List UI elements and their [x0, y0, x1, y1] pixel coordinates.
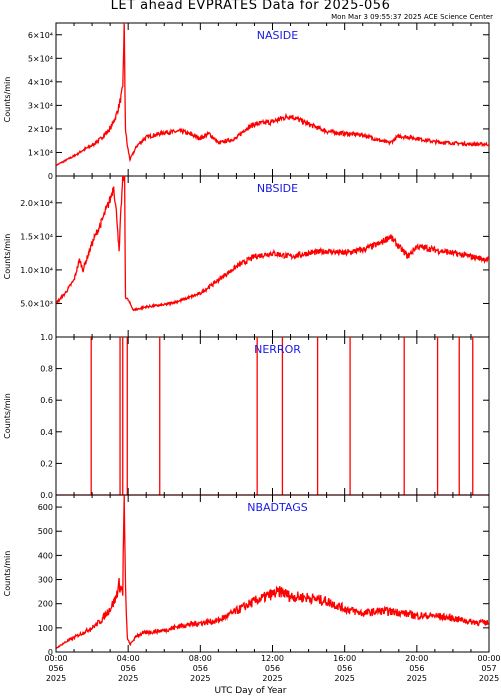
naside-ytick-label: 2×10⁴ — [28, 125, 53, 134]
nerror-ytick-label: 1.0 — [40, 333, 53, 342]
naside-ytick-label: 6×10⁴ — [28, 31, 53, 40]
nerror-ytick-label: 0.8 — [40, 365, 53, 374]
naside-ytick-label: 1×10⁴ — [28, 148, 53, 157]
xtick-label: 2025 — [46, 674, 66, 683]
xtick-label: 2025 — [190, 674, 210, 683]
nbadtags-ytick-label: 500 — [38, 527, 53, 536]
nbadtags-ytick-label: 0 — [48, 648, 53, 657]
xtick-label: 2025 — [262, 674, 282, 683]
xtick-label: 056 — [48, 664, 63, 673]
xtick-label: 04:00 — [117, 654, 140, 663]
naside-ytick-label: 3×10⁴ — [28, 101, 53, 110]
naside-ytick-label: 4×10⁴ — [28, 78, 53, 87]
nerror-frame — [55, 336, 490, 496]
nbside-ytick-label: 1.0×10⁴ — [20, 266, 53, 275]
nbadtags-frame — [55, 494, 490, 653]
nerror-panel-title: NERROR — [254, 343, 301, 356]
xtick-label: 2025 — [334, 674, 354, 683]
nerror-ytick-label: 0.2 — [40, 459, 53, 468]
x-axis-label: UTC Day of Year — [214, 686, 287, 696]
nbadtags-ytick-label: 200 — [38, 600, 53, 609]
nerror-ytick-label: 0.6 — [40, 396, 53, 405]
nbadtags-ytick-label: 300 — [38, 576, 53, 585]
nbadtags-ytick-label: 600 — [38, 503, 53, 512]
xtick-label: 056 — [193, 664, 208, 673]
xtick-label: 20:00 — [405, 654, 428, 663]
chart-title: LET ahead EVPRATES Data for 2025-056 — [110, 0, 391, 13]
naside-panel-title: NASIDE — [257, 29, 298, 42]
nbadtags-ylabel: Counts/min — [3, 551, 12, 597]
xtick-label: 056 — [121, 664, 136, 673]
xtick-label: 00:00 — [44, 654, 67, 663]
xtick-label: 056 — [265, 664, 280, 673]
xtick-label: 12:00 — [261, 654, 284, 663]
xtick-label: 00:00 — [477, 654, 500, 663]
xtick-label: 08:00 — [189, 654, 212, 663]
nbside-ytick-label: 5.0×10³ — [20, 299, 53, 308]
naside-ylabel: Counts/min — [3, 77, 12, 123]
xtick-label: 2025 — [118, 674, 138, 683]
nbside-ylabel: Counts/min — [3, 234, 12, 280]
nerror-ylabel: Counts/min — [3, 393, 12, 439]
nbside-ytick-label: 1.5×10⁴ — [20, 232, 53, 241]
nbadtags-ytick-label: 400 — [38, 551, 53, 560]
xtick-label: 056 — [409, 664, 424, 673]
naside-ytick-label: 5×10⁴ — [28, 54, 53, 63]
nbadtags-series-line — [56, 495, 489, 649]
nerror-ytick-label: 0.0 — [40, 491, 53, 500]
naside-ytick-label: 0 — [48, 172, 53, 181]
nbside-panel-title: NBSIDE — [257, 182, 298, 195]
nerror-ytick-label: 0.4 — [40, 428, 53, 437]
nbadtags-ytick-label: 100 — [38, 624, 53, 633]
xtick-label: 16:00 — [333, 654, 356, 663]
xtick-label: 2025 — [407, 674, 427, 683]
nbside-ytick-label: 2.0×10⁴ — [20, 199, 53, 208]
nbside-series-line — [56, 176, 489, 312]
xtick-label: 056 — [337, 664, 352, 673]
xtick-label: 057 — [481, 664, 496, 673]
chart-subtitle: Mon Mar 3 09:55:37 2025 ACE Science Cent… — [331, 13, 493, 21]
naside-series-line — [56, 23, 489, 167]
nbadtags-panel-title: NBADTAGS — [247, 501, 307, 514]
xtick-label: 2025 — [479, 674, 499, 683]
